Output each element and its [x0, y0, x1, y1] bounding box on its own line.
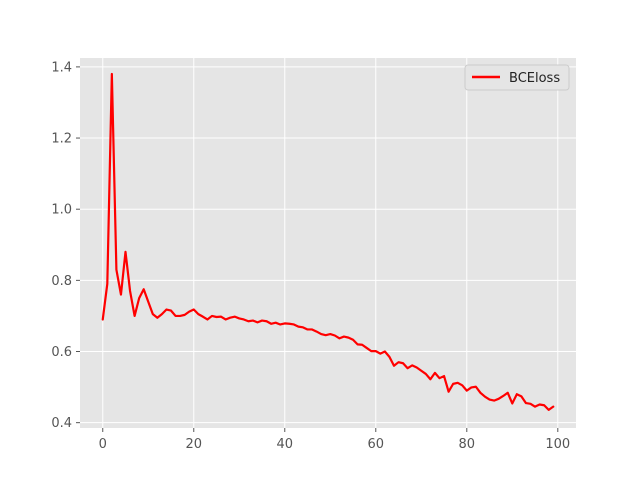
x-tick-label: 80 — [459, 437, 476, 452]
x-tick-label: 20 — [185, 437, 202, 452]
plot-background — [80, 58, 576, 428]
y-tick-label: 0.8 — [51, 274, 72, 289]
x-tick-label: 0 — [99, 437, 107, 452]
legend-box — [464, 64, 570, 91]
series-layer — [101, 72, 555, 411]
series-line-bceloss — [101, 72, 555, 411]
y-tick-label: 0.4 — [51, 416, 72, 431]
x-tick-label: 100 — [545, 437, 570, 452]
y-tick-label: 0.6 — [51, 345, 72, 360]
legend: BCEloss — [464, 64, 570, 91]
x-tick-label: 60 — [368, 437, 385, 452]
axis-ticks: 0 20 40 60 80 100 0.4 0.6 0.8 1.0 1.2 1.4 — [51, 60, 570, 452]
x-tick-label: 40 — [276, 437, 293, 452]
y-tick-label: 1.2 — [51, 132, 72, 147]
y-tick-label: 1.4 — [51, 60, 72, 75]
grid — [80, 58, 576, 428]
y-tick-label: 1.0 — [51, 203, 72, 218]
legend-label: BCEloss — [509, 71, 560, 86]
